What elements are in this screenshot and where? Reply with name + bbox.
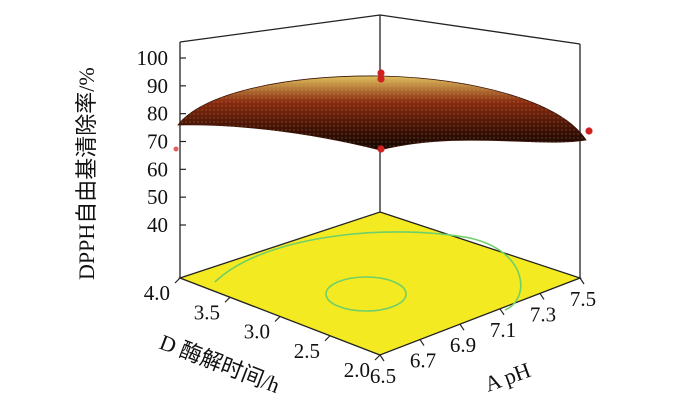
x-tick-label: 7.5 [570, 287, 596, 311]
x-tick-label: 6.9 [450, 333, 476, 357]
contour-inner [325, 276, 407, 312]
x-tick-mark [379, 354, 385, 362]
design-point [173, 146, 179, 152]
y-tick-label: 2.0 [344, 358, 370, 382]
x-tick-mark [579, 277, 585, 285]
x-tick-label: 7.3 [530, 302, 556, 326]
z-tick-label: 50 [147, 185, 168, 209]
z-tick-label: 40 [147, 213, 168, 237]
y-tick-label: 3.0 [244, 320, 270, 344]
x-axis-ticks: 6.5 6.7 6.9 7.1 7.3 7.5 [370, 277, 596, 388]
design-points [173, 69, 593, 153]
response-surface [177, 75, 587, 151]
y-tick-mark [224, 296, 231, 303]
x-axis-label: A pH [481, 357, 534, 397]
z-tick-label: 60 [147, 157, 168, 181]
y-axis-ticks: 2.0 2.5 3.0 3.5 4.0 [144, 277, 381, 382]
z-axis-ticks: 40 50 60 70 80 90 100 [137, 46, 186, 237]
x-tick-label: 6.7 [410, 349, 436, 373]
contour-outer [214, 231, 522, 311]
frame-top-back-left [179, 14, 381, 43]
x-tick-label: 7.1 [490, 318, 516, 342]
z-tick-label: 90 [147, 74, 168, 98]
y-tick-label: 2.5 [294, 339, 320, 363]
y-tick-label: 3.5 [194, 300, 220, 324]
y-tick-mark [374, 354, 381, 361]
x-tick-label: 6.5 [370, 364, 396, 388]
x-tick-mark [499, 308, 505, 316]
x-tick-mark [459, 323, 465, 331]
floor-plane [178, 211, 582, 356]
z-tick-label: 100 [137, 46, 169, 70]
x-tick-mark [539, 293, 545, 300]
x-tick-mark [419, 339, 425, 346]
design-point [377, 145, 385, 153]
frame-top-back-right [379, 14, 581, 45]
design-point [377, 75, 385, 83]
surface-mesh [178, 75, 586, 150]
z-axis-label: DPPH自由基清除率/% [74, 67, 99, 280]
y-tick-label: 4.0 [144, 281, 170, 305]
y-tick-mark [174, 277, 181, 284]
y-tick-mark [324, 335, 331, 342]
design-point [377, 69, 385, 77]
design-point [585, 127, 593, 135]
y-tick-mark [274, 316, 281, 322]
z-tick-label: 80 [147, 102, 168, 126]
box-frame [179, 14, 581, 278]
z-tick-label: 70 [147, 130, 168, 154]
